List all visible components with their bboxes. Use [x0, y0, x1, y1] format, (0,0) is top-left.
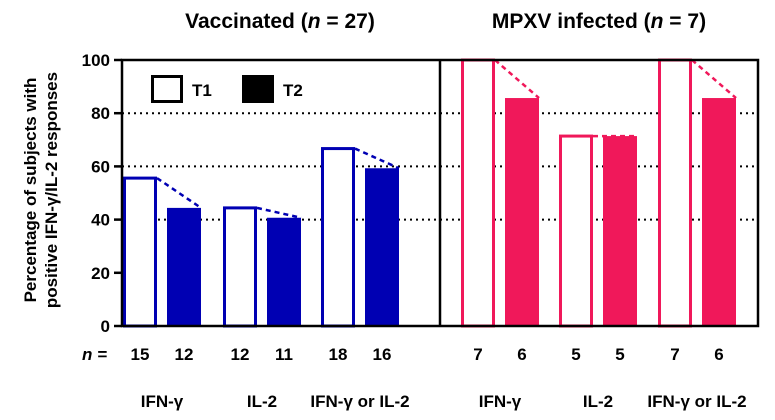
category-label-0-2: IFN-γ or IL-2 — [310, 392, 409, 411]
y-tick-label-60: 60 — [91, 157, 110, 176]
category-labels: IFN-γ IL-2 IFN-γ or IL-2 IFN-γ IL-2 IFN-γ or … — [141, 392, 747, 411]
n-value-1-1-t1: 5 — [571, 345, 580, 364]
y-axis-label-line2: positive IFN-γ/IL-2 responses — [42, 72, 61, 308]
n-value-0-2-t1: 18 — [329, 345, 348, 364]
y-tick-label-0: 0 — [101, 317, 110, 336]
y-tick-label-40: 40 — [91, 211, 110, 230]
bars — [123, 58, 737, 328]
n-value-1-2-t2: 6 — [714, 345, 723, 364]
connector-1-0 — [494, 59, 540, 99]
plot-frame — [120, 58, 760, 328]
bar-1-2-t2 — [702, 98, 736, 327]
bar-1-2-t1 — [658, 58, 692, 328]
category-label-1-2: IFN-γ or IL-2 — [647, 392, 746, 411]
n-value-0-0-t1: 15 — [131, 345, 150, 364]
bar-1-1-t1 — [559, 134, 593, 328]
bar-0-0-t1 — [123, 176, 157, 328]
connector-0-2 — [354, 147, 400, 170]
category-label-0-0: IFN-γ — [141, 392, 184, 411]
legend-swatch-t1 — [151, 75, 183, 103]
bar-1-1-t2 — [603, 136, 637, 326]
y-tick-label-20: 20 — [91, 264, 110, 283]
bar-1-0-t2 — [505, 98, 539, 327]
n-value-0-1-t2: 11 — [275, 345, 293, 364]
legend-swatch-t2 — [242, 75, 274, 103]
y-axis-label: Percentage of subjects with positive IFN… — [21, 72, 61, 308]
y-tick-label-100: 100 — [82, 51, 110, 70]
n-value-1-0-t2: 6 — [517, 345, 526, 364]
panel-titles: Vaccinated (n = 27) MPXV infected (n = 7) — [185, 10, 706, 33]
n-value-0-1-t1: 12 — [231, 345, 250, 364]
category-label-0-1: IL-2 — [247, 392, 277, 411]
n-label: n = — [82, 345, 107, 364]
bar-0-1-t2 — [267, 217, 301, 326]
n-row: n = 15 12 12 11 18 16 7 6 5 5 7 6 — [82, 345, 724, 364]
legend-label-t1: T1 — [192, 81, 212, 100]
bar-0-2-t2 — [365, 168, 399, 326]
connector-0-1 — [256, 206, 302, 219]
category-label-1-0: IFN-γ — [479, 392, 522, 411]
n-value-0-0-t2: 12 — [175, 345, 194, 364]
connector-0-0 — [156, 177, 202, 209]
n-value-1-0-t1: 7 — [473, 345, 482, 364]
bar-0-0-t2 — [167, 207, 201, 326]
n-value-1-2-t1: 7 — [670, 345, 679, 364]
category-label-1-1: IL-2 — [583, 392, 613, 411]
connector-1-2 — [691, 59, 737, 99]
n-value-0-2-t2: 16 — [373, 345, 392, 364]
legend-label-t2: T2 — [283, 81, 303, 100]
legend: T1 T2 — [151, 75, 303, 103]
y-axis-ticks: 0 20 40 60 80 100 — [82, 51, 122, 336]
bar-1-0-t1 — [461, 58, 495, 328]
y-axis-label-line1: Percentage of subjects with — [21, 78, 40, 303]
bar-0-1-t1 — [223, 206, 257, 328]
panel-title-0: Vaccinated (n = 27) — [185, 10, 375, 33]
bar-0-2-t1 — [321, 147, 355, 328]
y-tick-label-80: 80 — [91, 104, 110, 123]
panel-title-1: MPXV infected (n = 7) — [492, 10, 706, 33]
n-value-1-1-t2: 5 — [615, 345, 624, 364]
